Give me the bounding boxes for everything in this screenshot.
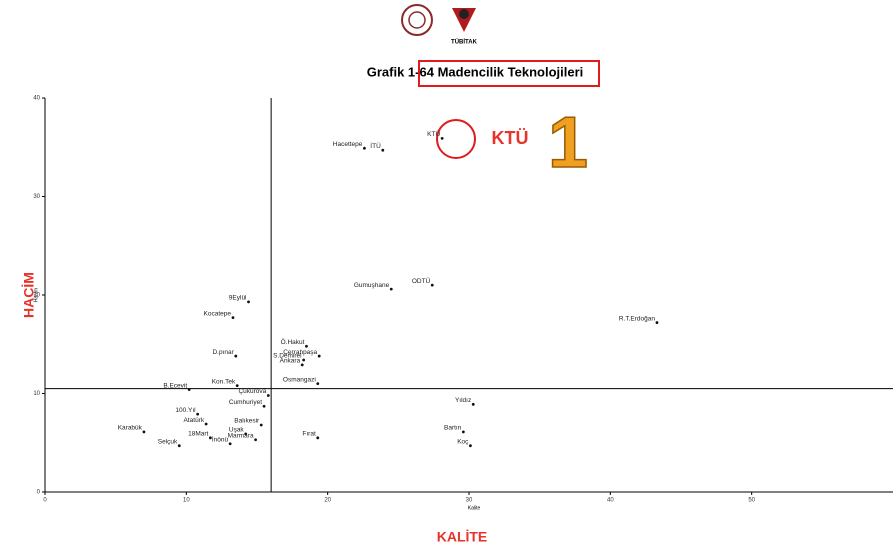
point: [178, 444, 181, 447]
point-label: Gumuşhane: [354, 282, 390, 289]
point-label: 100.Yıl: [175, 407, 196, 414]
point-label: 18Mart: [188, 431, 208, 438]
point: [254, 438, 257, 441]
point: [196, 413, 199, 416]
point: [316, 382, 319, 385]
point: [260, 424, 263, 427]
point-label: Cumhuriyet: [229, 399, 262, 406]
point-label: R.T.Erdoğan: [619, 315, 656, 322]
point-label: Hacettepe: [333, 141, 363, 148]
point: [232, 316, 235, 319]
point: [431, 284, 434, 287]
tubitak-logo-dot: [459, 9, 469, 19]
x-tick-label: 30: [466, 498, 473, 504]
point: [247, 300, 250, 303]
point: [469, 444, 472, 447]
point-label: Selçuk: [158, 438, 178, 445]
y-tick-label: 10: [33, 391, 40, 397]
point-label: 9Eylül: [229, 295, 247, 302]
x-tick-label: 0: [43, 498, 47, 504]
point-label: Bartın: [444, 425, 462, 432]
point: [472, 403, 475, 406]
point: [363, 147, 366, 150]
point-label: Ankara: [280, 358, 301, 365]
point-label: B.Ecevit: [163, 382, 187, 389]
point-label: Balıkesir: [234, 418, 260, 425]
point: [267, 394, 270, 397]
point-label: Çukurova: [238, 388, 266, 395]
rank-badge: 1: [548, 103, 588, 183]
point-label: Cerrahpaşa: [283, 349, 317, 356]
point: [302, 359, 305, 362]
point: [234, 355, 237, 358]
point: [441, 137, 444, 140]
point-label: Marmara: [228, 433, 254, 440]
point-label: Karabük: [118, 425, 143, 432]
x-tick-label: 50: [748, 498, 755, 504]
point: [301, 364, 304, 367]
point-label: Koç: [457, 438, 469, 445]
point: [318, 355, 321, 358]
y-tick-label: 0: [37, 490, 41, 496]
point: [656, 321, 659, 324]
y-tick-label: 20: [33, 293, 40, 299]
point-label: Ö.Hakut: [281, 338, 305, 346]
point: [229, 442, 232, 445]
logo-text: TÜBİTAK: [451, 39, 478, 46]
point-label: Osmangazi: [283, 376, 316, 383]
point: [305, 345, 308, 348]
point: [205, 423, 208, 426]
chart: TÜBİTAK Grafik 1-64 Madencilik Teknoloji…: [0, 0, 895, 549]
point-label: Atatürk: [184, 417, 205, 424]
chart-title: Grafik 1-64 Madencilik Teknolojileri: [367, 64, 584, 79]
point-label: D.pınar: [212, 349, 234, 356]
point: [263, 405, 266, 408]
point: [462, 431, 465, 434]
point: [143, 431, 146, 434]
highlight-label: KTÜ: [492, 128, 529, 148]
point-label: Yıldız: [455, 397, 471, 404]
page: {"chart_data": { "type": "scatter", "log…: [0, 0, 895, 549]
point-label: İTÜ: [370, 141, 381, 150]
point-label: Kocatepe: [204, 310, 232, 317]
point-label: KTÜ: [427, 130, 440, 138]
point-label: ODTÜ: [412, 277, 431, 285]
x-tick-label: 10: [183, 498, 190, 504]
ministry-logo-inner: [409, 12, 425, 28]
point: [381, 149, 384, 152]
y-tick-label: 40: [33, 96, 40, 102]
point: [316, 436, 319, 439]
x-tick-label: 20: [324, 498, 331, 504]
point-label: Kon.Tek: [212, 378, 236, 385]
x-tick-label: 40: [607, 498, 614, 504]
point-label: Fırat: [302, 431, 316, 438]
y-tick-label: 30: [33, 194, 40, 200]
logos: TÜBİTAK: [402, 5, 478, 46]
x-axis-big-label: KALİTE: [437, 529, 488, 545]
x-axis-label: Kalite: [468, 505, 481, 511]
point: [390, 288, 393, 291]
ministry-logo: [402, 5, 432, 35]
point-label: İnönü: [212, 434, 229, 443]
point: [236, 384, 239, 387]
point: [188, 388, 191, 391]
